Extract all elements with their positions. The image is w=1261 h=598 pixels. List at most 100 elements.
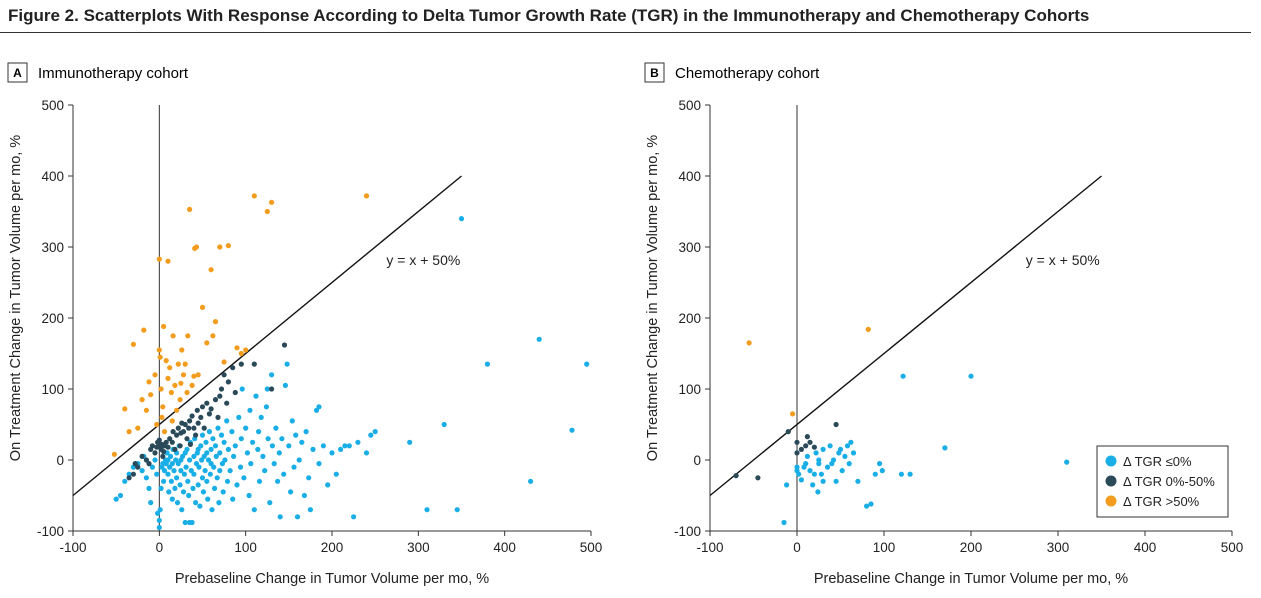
data-point (186, 425, 192, 431)
data-point (855, 478, 861, 484)
data-point (212, 397, 219, 403)
data-point (269, 386, 275, 392)
data-point (122, 478, 128, 484)
data-point (191, 453, 197, 459)
data-point (844, 443, 851, 449)
data-point (182, 519, 188, 526)
data-point (942, 445, 948, 451)
data-point (803, 443, 809, 449)
data-point (238, 361, 244, 367)
data-point (205, 457, 212, 463)
data-point (160, 404, 166, 410)
data-point (182, 361, 188, 367)
panel-letter: B (650, 66, 659, 80)
data-point (218, 386, 225, 392)
data-point (175, 461, 181, 467)
data-point (199, 457, 205, 463)
data-point (968, 373, 974, 379)
data-point (146, 485, 152, 491)
data-point (195, 482, 201, 488)
y-tick-label: -100 (37, 524, 64, 539)
data-point (277, 514, 283, 520)
y-tick-label: 100 (678, 382, 701, 397)
data-point (193, 432, 199, 438)
title-rule (0, 32, 1251, 33)
series-0 (113, 216, 590, 531)
legend: Δ TGR ≤0% Δ TGR 0%-50% Δ TGR >50% (1096, 445, 1229, 518)
data-point (355, 439, 361, 445)
data-point (256, 429, 262, 435)
data-point (187, 206, 193, 212)
data-point (182, 421, 188, 428)
legend-item-label: Δ TGR >50% (1123, 494, 1200, 509)
data-point (156, 256, 162, 262)
data-point (152, 457, 158, 463)
data-point (798, 446, 805, 452)
data-point (158, 485, 164, 491)
data-point (813, 450, 819, 456)
data-point (180, 489, 187, 495)
data-point (169, 461, 175, 467)
data-point (536, 336, 542, 342)
data-point (179, 507, 185, 513)
data-point (222, 457, 228, 463)
reference-line (72, 175, 462, 497)
data-point (239, 386, 245, 392)
data-point (212, 485, 218, 491)
data-point (243, 425, 249, 431)
data-point (224, 418, 230, 424)
data-point (194, 407, 200, 413)
data-point (215, 425, 221, 431)
data-point (204, 478, 210, 484)
data-point (342, 443, 348, 449)
data-point (224, 400, 230, 406)
data-point (180, 429, 187, 435)
data-point (178, 380, 184, 386)
data-point (217, 393, 223, 399)
x-tick-label: 300 (1047, 540, 1070, 555)
data-point (458, 216, 465, 222)
data-point (569, 427, 575, 433)
data-point (163, 358, 169, 364)
data-point (177, 482, 183, 488)
data-point (830, 457, 837, 463)
panel-letter-box (7, 62, 28, 83)
data-point (232, 389, 238, 396)
data-point (282, 382, 288, 388)
data-point (148, 500, 154, 506)
data-point (191, 471, 197, 477)
data-point (168, 478, 174, 484)
data-point (271, 461, 277, 467)
data-point (117, 492, 124, 499)
data-point (178, 468, 184, 474)
data-point (180, 372, 187, 378)
data-point (263, 404, 269, 410)
data-point (199, 404, 206, 410)
data-point (900, 373, 906, 379)
data-point (301, 492, 307, 499)
data-point (288, 489, 294, 495)
data-point (820, 446, 826, 452)
data-point (126, 471, 132, 477)
data-point (175, 361, 181, 367)
data-point (269, 199, 275, 205)
y-tick-label: 500 (678, 98, 701, 113)
data-point (154, 471, 160, 477)
data-point (243, 347, 249, 353)
data-point (224, 478, 231, 484)
data-point (130, 341, 136, 347)
data-point (135, 425, 141, 431)
data-point (865, 326, 871, 332)
data-point (848, 439, 854, 445)
panel-title: Immunotherapy cohort (38, 65, 189, 82)
data-point (584, 361, 590, 367)
data-point (169, 418, 175, 424)
data-point (247, 407, 253, 413)
data-point (158, 386, 164, 392)
series-2 (111, 193, 370, 457)
data-point (195, 446, 201, 452)
data-point (284, 361, 290, 367)
data-point (316, 404, 322, 410)
y-tick-label: 100 (41, 382, 64, 397)
data-point (197, 503, 203, 509)
